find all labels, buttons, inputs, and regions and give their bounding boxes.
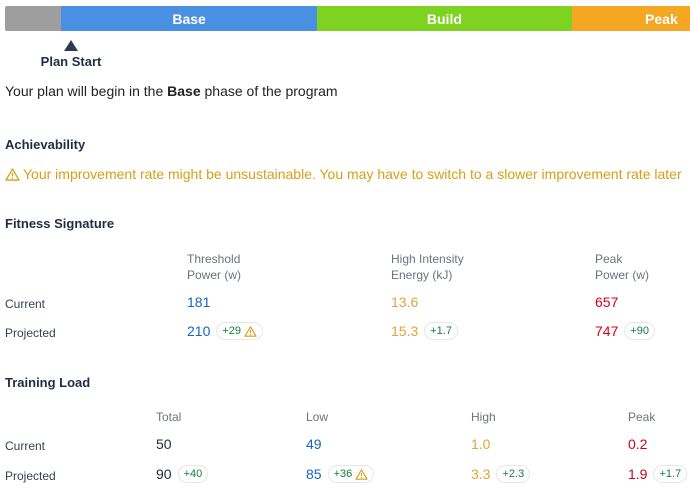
fs-col-peak-line2: Power (w) [595,268,650,282]
triangle-up-icon [64,40,78,51]
intro-phase: Base [167,83,201,99]
plan-start-marker: Plan Start [40,40,102,69]
fs-projected-peak: 747 +90 [595,322,656,340]
fs-current-hie: 13.6 [391,294,419,310]
tl-current-total: 50 [156,436,172,452]
phase-timeline-bar: Base Build Peak [5,6,690,31]
tl-projected-high: 3.3 +2.3 [471,465,531,483]
fs-current-threshold: 181 [187,294,211,310]
fs-col-high-intensity-energy: High Intensity Energy (kJ) [391,251,464,283]
tl-row-projected-label: Projected [5,469,56,483]
tl-projected-peak: 1.9 +1.7 [628,465,688,483]
achievability-warning: Your improvement rate might be unsustain… [5,166,682,182]
tl-col-peak: Peak [628,410,656,424]
delta-badge: +1.7 [653,465,688,483]
achievability-title: Achievability [5,137,86,152]
phase-peak-segment[interactable]: Peak [572,6,690,31]
fs-projected-threshold: 210 +29 [187,322,264,340]
delta-badge: +90 [624,322,656,340]
phase-base-label: Base [172,10,206,27]
phase-pre-segment [5,6,62,31]
delta-badge: +1.7 [424,322,458,340]
delta-badge: +40 [177,465,209,483]
training-load-title: Training Load [5,375,91,390]
phase-base-segment[interactable]: Base [61,6,317,31]
warning-triangle-icon [244,325,257,337]
tl-current-low: 49 [306,436,322,452]
intro-prefix: Your plan will begin in the [5,83,168,99]
fs-col-threshold-line1: Threshold [187,252,241,266]
tl-projected-low: 85 +36 [306,465,375,483]
fs-row-projected-label: Projected [5,326,56,340]
fs-col-threshold-line2: Power (w) [187,268,242,282]
phase-peak-label: Peak [645,10,678,27]
tl-col-low: Low [306,410,329,424]
tl-col-total: Total [156,410,182,424]
fs-row-current-label: Current [5,297,46,311]
fs-col-threshold-power: Threshold Power (w) [187,251,241,283]
tl-projected-total: 90 +40 [156,465,209,483]
fs-col-peak-power: Peak Power (w) [595,251,649,283]
fitness-signature-title: Fitness Signature [5,216,115,231]
fs-projected-hie: 15.3 +1.7 [391,322,458,340]
plan-intro-text: Your plan will begin in the Base phase o… [5,83,338,99]
warning-triangle-icon [355,468,368,480]
tl-row-current-label: Current [5,439,46,453]
plan-start-label: Plan Start [40,54,102,69]
delta-badge: +29 [216,322,264,340]
intro-suffix: phase of the program [200,83,338,99]
tl-current-high: 1.0 [471,436,491,452]
warning-text: Your improvement rate might be unsustain… [23,166,682,182]
delta-badge: +36 [327,465,375,483]
fs-current-peak: 657 [595,294,619,310]
phase-build-segment[interactable]: Build [316,6,573,31]
tl-current-peak: 0.2 [628,436,648,452]
fs-col-peak-line1: Peak [595,252,623,266]
phase-build-label: Build [426,10,462,27]
delta-badge: +2.3 [496,465,531,483]
tl-col-high: High [471,410,496,424]
warning-triangle-icon [5,167,20,181]
fs-col-hie-line2: Energy (kJ) [391,268,453,282]
fs-col-hie-line1: High Intensity [391,252,464,266]
